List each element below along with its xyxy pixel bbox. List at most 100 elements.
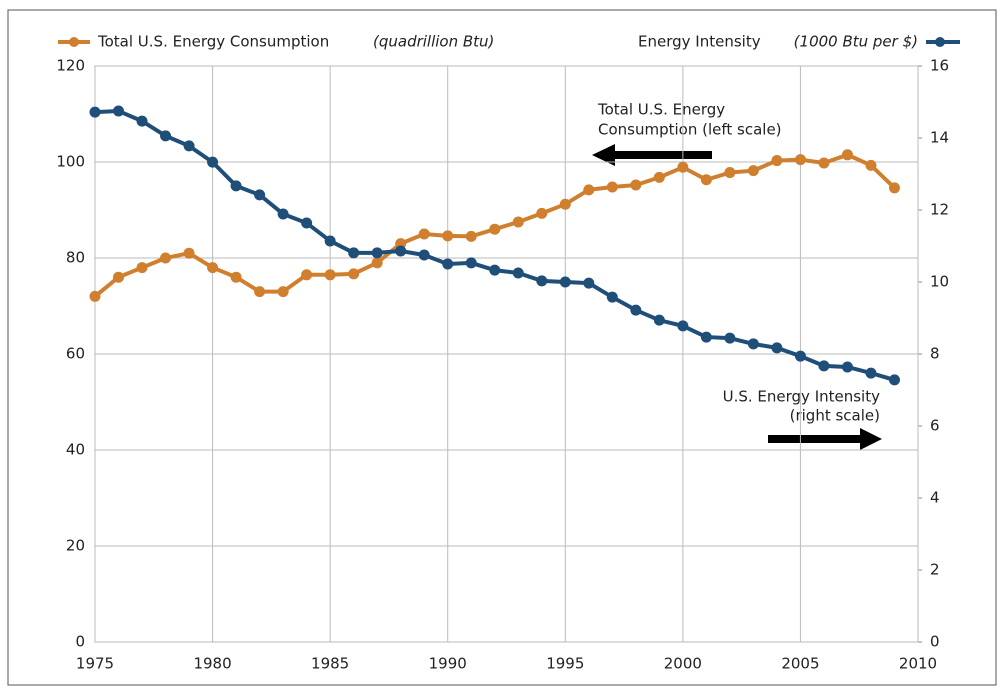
data-point	[277, 286, 289, 298]
x-tick-label: 1990	[429, 655, 467, 673]
data-point	[183, 247, 195, 259]
legend-unit: (quadrillion Btu)	[373, 33, 494, 51]
data-point	[348, 247, 360, 259]
data-point	[583, 184, 595, 196]
data-point	[418, 228, 430, 240]
data-point	[700, 174, 712, 186]
data-point	[371, 247, 383, 259]
arrow	[768, 428, 882, 450]
data-point	[465, 257, 477, 269]
data-point	[630, 304, 642, 316]
y-tick-label: 120	[56, 57, 85, 75]
data-point	[559, 198, 571, 210]
frame	[7, 9, 997, 686]
arrow	[592, 144, 712, 166]
y2-tick-label: 14	[930, 129, 949, 147]
data-point	[606, 181, 618, 193]
data-point	[536, 275, 548, 287]
data-point	[677, 320, 689, 332]
data-point	[653, 314, 665, 326]
annotation: Consumption (left scale)	[598, 121, 782, 139]
y2-tick-label: 12	[930, 201, 949, 219]
data-point	[113, 105, 125, 117]
annotation: U.S. Energy Intensity	[723, 388, 880, 406]
y2-tick-label: 8	[930, 345, 940, 363]
data-point	[512, 216, 524, 228]
y-tick-label: 60	[66, 345, 85, 363]
data-point	[160, 252, 172, 264]
data-point	[254, 286, 266, 298]
y2-tick-label: 4	[930, 489, 940, 507]
y-tick-label: 100	[56, 153, 85, 171]
data-point	[254, 189, 266, 201]
data-point	[583, 277, 595, 289]
y2-tick-label: 10	[930, 273, 949, 291]
data-point	[888, 374, 900, 386]
data-point	[841, 361, 853, 373]
data-point	[489, 264, 501, 276]
data-point	[489, 223, 501, 235]
data-point	[136, 262, 148, 274]
data-point	[418, 249, 430, 261]
data-point	[677, 161, 689, 173]
y2-tick-label: 6	[930, 417, 940, 435]
data-point	[395, 245, 407, 257]
annotation: Total U.S. Energy	[597, 101, 725, 119]
y-tick-label: 80	[66, 249, 85, 267]
series-line	[94, 108, 896, 382]
data-point	[606, 291, 618, 303]
data-point	[888, 182, 900, 194]
data-point	[301, 217, 313, 229]
legend-label: Energy Intensity	[638, 33, 761, 51]
x-tick-label: 1980	[193, 655, 231, 673]
y-tick-label: 40	[66, 441, 85, 459]
x-tick-label: 2000	[664, 655, 702, 673]
data-point	[207, 156, 219, 168]
data-point	[230, 180, 242, 192]
y2-tick-label: 16	[930, 57, 949, 75]
legend-unit: (1000 Btu per $)	[794, 33, 918, 51]
data-point	[160, 130, 172, 142]
data-point	[230, 271, 242, 283]
data-point	[277, 208, 289, 220]
x-tick-label: 2010	[899, 655, 937, 673]
data-point	[512, 267, 524, 279]
legend-swatch	[935, 37, 945, 47]
data-point	[371, 257, 383, 269]
data-point	[465, 230, 477, 242]
data-point	[818, 157, 830, 169]
data-point	[630, 179, 642, 191]
y2-tick-label: 0	[930, 633, 940, 651]
y2-tick-label: 2	[930, 561, 940, 579]
data-point	[89, 290, 101, 302]
data-point	[865, 159, 877, 171]
data-point	[442, 230, 454, 242]
data-point	[207, 262, 219, 274]
data-point	[818, 360, 830, 372]
data-point	[136, 115, 148, 127]
annotation: (right scale)	[790, 407, 880, 425]
data-point	[442, 258, 454, 270]
data-point	[653, 171, 665, 183]
data-point	[794, 350, 806, 362]
data-point	[724, 332, 736, 344]
data-point	[183, 140, 195, 152]
data-point	[301, 269, 313, 281]
legend-label: Total U.S. Energy Consumption	[97, 33, 329, 51]
legend-swatch	[69, 37, 79, 47]
data-point	[747, 338, 759, 350]
x-tick-label: 1975	[76, 655, 114, 673]
data-point	[724, 167, 736, 179]
data-point	[89, 106, 101, 118]
data-point	[348, 268, 360, 280]
data-point	[559, 276, 571, 288]
data-point	[794, 154, 806, 166]
data-point	[747, 165, 759, 177]
x-tick-label: 1995	[546, 655, 584, 673]
x-tick-label: 2005	[781, 655, 819, 673]
data-point	[771, 155, 783, 167]
data-point	[700, 331, 712, 343]
data-point	[536, 207, 548, 219]
data-point	[841, 149, 853, 161]
